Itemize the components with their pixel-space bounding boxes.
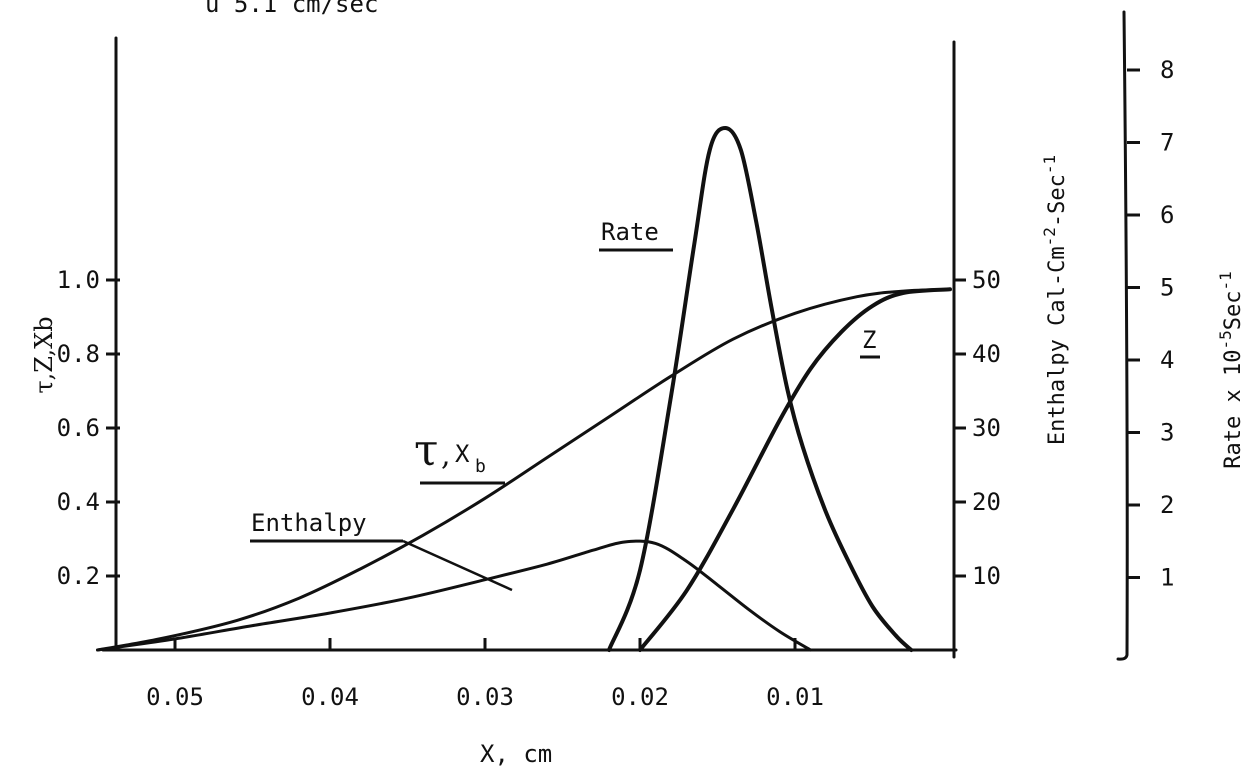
- rate-curve: [607, 126, 914, 652]
- enthalpy-axis-title: Enthalpy Cal-Cm-2-Sec-1: [1040, 155, 1071, 445]
- header-fragment: u 5.1 cm/sec: [205, 0, 378, 18]
- tau-x: X: [455, 440, 470, 468]
- enthalpy-curve-label: Enthalpy: [251, 509, 367, 537]
- x-tick-label: 0.01: [766, 683, 824, 711]
- left-axis-title: τ,Z,Xb: [30, 316, 58, 393]
- z-curve: [638, 287, 952, 652]
- rate-curve-label: Rate: [601, 218, 659, 246]
- enthalpy-axis-title-sup1: -2: [1040, 227, 1059, 246]
- enthalpy-curve: [96, 539, 812, 652]
- x-tick-label: 0.02: [611, 683, 669, 711]
- enthalpy-axis-ticks: 10 20 30 40 50: [954, 266, 1001, 590]
- chart-curves: [96, 126, 952, 652]
- rate-axis-title-base: Rate x 10: [1221, 350, 1246, 469]
- rate-axis-line: [1116, 10, 1129, 661]
- enthalpy-tick-label: 50: [972, 266, 1001, 294]
- rate-tick-label: 6: [1160, 201, 1174, 229]
- enthalpy-tick-label: 20: [972, 488, 1001, 516]
- x-axis-title: X, cm: [480, 740, 552, 768]
- left-axis-ticks: 0.2 0.4 0.6 0.8 1.0: [57, 266, 120, 590]
- tau-symbol: τ: [414, 425, 438, 476]
- rate-tick-label: 4: [1160, 346, 1174, 374]
- rate-axis-ticks: 1 2 3 4 5 6 7 8: [1127, 56, 1174, 592]
- tau-comma: ,: [441, 438, 451, 473]
- left-tick-label: 0.4: [57, 488, 100, 516]
- enthalpy-tick-label: 40: [972, 340, 1001, 368]
- tau-xb-curve: [96, 287, 952, 652]
- rate-tick-label: 2: [1160, 491, 1174, 519]
- left-tick-label: 0.6: [57, 414, 100, 442]
- rate-axis-title-sup1: -5: [1216, 330, 1235, 349]
- rate-tick-label: 5: [1160, 274, 1174, 302]
- rate-axis-title-mid: Sec: [1221, 291, 1246, 331]
- rate-tick-label: 7: [1160, 129, 1174, 157]
- x-axis-ticks: 0.05 0.04 0.03 0.02 0.01: [146, 638, 824, 711]
- rate-tick-label: 3: [1160, 419, 1174, 447]
- left-tick-label: 1.0: [57, 266, 100, 294]
- left-tick-label: 0.8: [57, 340, 100, 368]
- tau-xb-curve-label: τ , X b: [414, 425, 505, 485]
- x-tick-label: 0.04: [301, 683, 359, 711]
- enthalpy-tick-label: 30: [972, 414, 1001, 442]
- rate-axis-title-sup2: -1: [1216, 271, 1235, 290]
- rate-tick-label: 8: [1160, 56, 1174, 84]
- rate-axis-title: Rate x 10-5Sec-1: [1216, 271, 1247, 469]
- x-tick-label: 0.05: [146, 683, 204, 711]
- enthalpy-tick-label: 10: [972, 562, 1001, 590]
- enthalpy-axis-title-sup2: -1: [1040, 155, 1059, 174]
- rate-tick-label: 1: [1160, 564, 1174, 592]
- tau-sub-b: b: [475, 456, 486, 477]
- enthalpy-label-leader: [402, 539, 513, 592]
- left-tick-label: 0.2: [57, 562, 100, 590]
- z-curve-label: Z: [862, 326, 876, 354]
- enthalpy-axis-title-mid: -Sec: [1045, 174, 1070, 227]
- enthalpy-axis-title-base: Enthalpy Cal-Cm: [1045, 246, 1070, 445]
- x-tick-label: 0.03: [456, 683, 514, 711]
